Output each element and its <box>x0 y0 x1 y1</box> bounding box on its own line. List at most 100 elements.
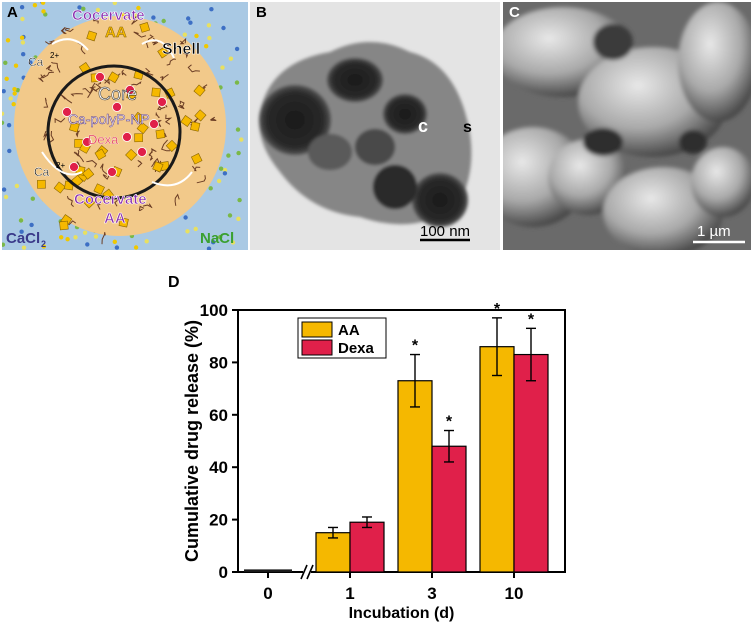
core-marker: c <box>418 116 428 136</box>
ion-dot <box>12 91 17 96</box>
dexa-dots <box>62 72 167 177</box>
bar-aa <box>397 380 433 573</box>
ion-dot <box>3 60 8 65</box>
ion-dot <box>151 15 156 20</box>
polymer-chain <box>101 232 106 245</box>
ion-dot <box>112 239 118 244</box>
aa-bottom-label: AA <box>104 210 126 227</box>
ion-dot <box>14 183 20 189</box>
polymer-chain <box>177 100 185 109</box>
polymer-chain <box>161 139 171 152</box>
polymer-chain <box>102 174 110 180</box>
ion-dot <box>77 5 82 10</box>
ion-dot <box>21 245 27 250</box>
ion-dot <box>95 7 101 13</box>
ion-dot <box>112 2 117 6</box>
ion-dot <box>194 33 199 39</box>
ion-dot <box>41 9 46 14</box>
ion-dot <box>234 80 240 85</box>
bar-dexa <box>349 521 385 573</box>
aa-square <box>118 217 129 228</box>
ion-dot <box>216 178 222 184</box>
y-tick-label: 40 <box>209 458 228 477</box>
aa-square <box>190 153 203 165</box>
polymer-chain <box>54 117 66 123</box>
ion-dot <box>40 2 46 5</box>
ion-dot <box>11 102 16 107</box>
polymer-chain <box>178 104 185 110</box>
shell-marker: s <box>463 119 472 136</box>
ion-dot <box>227 213 233 218</box>
panel-c-label: C <box>509 4 520 21</box>
polymer-chain <box>138 205 145 212</box>
axis-break-gap <box>303 564 311 580</box>
aa-square <box>165 139 178 152</box>
legend-label-aa: AA <box>338 322 360 339</box>
ion-dot <box>15 88 20 93</box>
aa-square <box>107 71 120 84</box>
aa-square <box>193 84 206 97</box>
ion-dot <box>234 46 240 52</box>
dexa-dot <box>62 107 72 117</box>
ca-ion-label: Ca <box>28 55 44 69</box>
ion-dot <box>222 167 228 173</box>
panel-d-chart: 0 20 40 60 80 100 Cumulative drug release (%) I… <box>180 290 580 625</box>
ion-dot <box>2 242 6 247</box>
ion-dot <box>186 16 191 21</box>
dexa-dot <box>69 162 79 172</box>
ion-dot <box>204 44 209 49</box>
polymer-chain <box>43 97 49 108</box>
polymer-chain <box>146 34 154 49</box>
significance-marker: * <box>446 414 453 431</box>
polymer-chain <box>70 93 83 97</box>
polymer-chain <box>74 149 80 157</box>
bar-aa <box>479 346 515 573</box>
ion-dot <box>235 127 241 132</box>
polymer-chain <box>38 74 46 83</box>
aa-square <box>155 129 166 139</box>
ion-dot <box>73 235 78 240</box>
ion-dot <box>207 35 212 41</box>
bar-dexa <box>513 353 549 573</box>
dexa-dot <box>122 132 132 142</box>
polymer-chain <box>196 175 206 184</box>
aa-square <box>93 183 105 195</box>
ion-dot <box>182 32 187 37</box>
ion-dot <box>29 222 34 228</box>
scale-label: 1 µm <box>697 223 731 240</box>
aa-square <box>86 30 98 42</box>
polymer-chain <box>210 116 217 121</box>
polymer-chain <box>137 159 143 168</box>
ca-charge-label: 2+ <box>50 51 59 60</box>
ion-dot <box>136 5 141 11</box>
ca-charge-label: 2+ <box>56 161 65 170</box>
ion-dot <box>185 229 190 234</box>
polymer-chain <box>160 73 169 81</box>
aa-square <box>82 167 95 180</box>
aa-square <box>53 181 66 194</box>
ion-dot <box>18 218 24 223</box>
aa-square <box>94 148 107 161</box>
aa-squares <box>37 22 207 231</box>
significance-marker: * <box>412 338 419 355</box>
polymer-chain <box>45 64 53 72</box>
aa-square <box>194 109 207 122</box>
aa-square <box>132 111 145 124</box>
x-tick-label: 10 <box>505 584 524 603</box>
polymer-chain <box>121 69 127 76</box>
aa-square <box>151 87 161 98</box>
legend-swatch-dexa <box>301 339 333 356</box>
nanoparticle-label: Ca-polyP-NP <box>68 111 150 127</box>
bar-dexa <box>431 445 467 573</box>
arrow-icon <box>51 38 89 51</box>
ion-dot <box>239 137 244 142</box>
ion-dot <box>13 63 19 68</box>
aa-square <box>190 121 201 132</box>
ion-dot <box>2 111 5 116</box>
polymer-chain <box>133 31 147 38</box>
polymer-chain <box>131 16 138 25</box>
ion-dot <box>2 120 5 125</box>
ion-dot <box>236 216 241 221</box>
nanoparticle-cluster <box>259 42 472 227</box>
